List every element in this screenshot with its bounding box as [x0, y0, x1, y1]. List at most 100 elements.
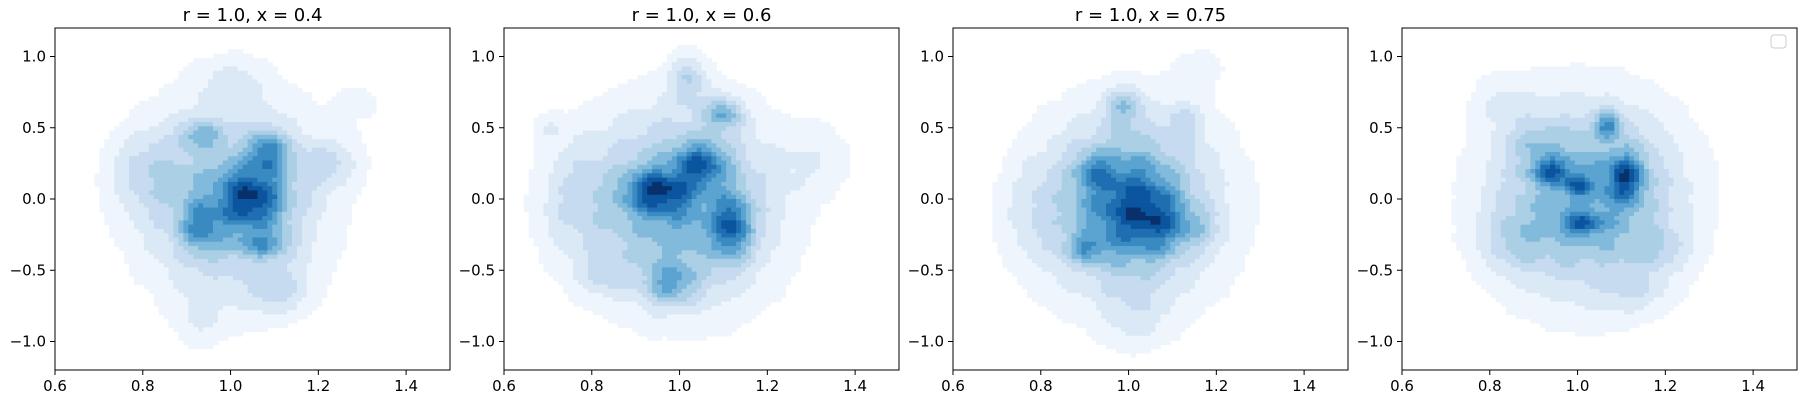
density-cell: [287, 118, 293, 123]
density-cell: [139, 143, 145, 148]
density-cell: [677, 126, 683, 131]
density-cell: [253, 182, 259, 187]
density-cell: [322, 242, 328, 247]
density-cell: [613, 178, 619, 183]
density-cell: [297, 169, 303, 174]
density-cell: [272, 216, 278, 221]
density-cell: [248, 302, 254, 307]
density-cell: [687, 71, 693, 76]
density-cell: [277, 135, 283, 140]
density-cell: [302, 135, 308, 140]
density-cell: [558, 131, 564, 136]
density-cell: [682, 165, 688, 170]
density-cell: [243, 109, 249, 114]
density-cell: [174, 139, 180, 144]
density-cell: [662, 139, 668, 144]
density-cell: [104, 216, 110, 221]
density-cell: [840, 165, 846, 170]
density-cell: [706, 199, 712, 204]
density-cell: [652, 237, 658, 242]
density-cell: [341, 216, 347, 221]
density-cell: [208, 122, 214, 127]
density-cell: [721, 118, 727, 123]
density-cell: [144, 208, 150, 213]
density-cell: [716, 203, 722, 208]
density-cell: [529, 169, 535, 174]
density-cell: [652, 135, 658, 140]
density-cell: [632, 237, 638, 242]
density-cell: [188, 280, 194, 285]
density-cell: [336, 242, 342, 247]
density-cell: [667, 135, 673, 140]
density-cell: [104, 190, 110, 195]
density-cell: [188, 319, 194, 324]
density-cell: [677, 225, 683, 230]
density-cell: [203, 92, 209, 97]
density-cell: [277, 186, 283, 191]
density-cell: [223, 92, 229, 97]
density-cell: [583, 148, 589, 153]
density-cell: [563, 169, 569, 174]
density-cell: [751, 148, 757, 153]
density-cell: [169, 88, 175, 93]
density-cell: [327, 152, 333, 157]
density-cell: [568, 139, 574, 144]
density-cell: [307, 255, 313, 260]
density-cell: [307, 190, 313, 195]
density-cell: [277, 199, 283, 204]
density-cell: [213, 220, 219, 225]
density-cell: [652, 161, 658, 166]
density-cell: [267, 122, 273, 127]
density-cell: [208, 79, 214, 84]
density-cell: [183, 220, 189, 225]
density-cell: [178, 237, 184, 242]
density-cell: [213, 285, 219, 290]
density-cell: [223, 220, 229, 225]
density-cell: [322, 161, 328, 166]
density-cell: [139, 255, 145, 260]
density-cell: [613, 199, 619, 204]
density-cell: [741, 190, 747, 195]
density-cell: [618, 195, 624, 200]
density-cell: [573, 199, 579, 204]
density-cell: [563, 143, 569, 148]
density-cell: [188, 101, 194, 106]
density-cell: [652, 118, 658, 123]
density-cell: [253, 148, 259, 153]
density-cell: [302, 237, 308, 242]
density-cell: [341, 118, 347, 123]
density-cell: [198, 79, 204, 84]
density-cell: [647, 225, 653, 230]
density-cell: [203, 263, 209, 268]
density-cell: [761, 122, 767, 127]
density-cell: [346, 152, 352, 157]
density-cell: [119, 220, 125, 225]
density-cell: [371, 101, 377, 106]
density-cell: [810, 212, 816, 217]
density-cell: [178, 212, 184, 217]
density-cell: [198, 306, 204, 311]
density-cell: [677, 229, 683, 234]
density-cell: [558, 190, 564, 195]
density-cell: [682, 114, 688, 119]
density-cell: [741, 148, 747, 153]
density-cell: [312, 126, 318, 131]
density-cell: [529, 212, 535, 217]
density-cell: [662, 96, 668, 101]
density-cell: [623, 212, 629, 217]
density-cell: [716, 71, 722, 76]
density-cell: [164, 139, 170, 144]
density-cell: [632, 92, 638, 97]
density-cell: [282, 250, 288, 255]
density-cell: [593, 220, 599, 225]
density-cell: [188, 178, 194, 183]
density-cell: [618, 208, 624, 213]
density-cell: [558, 216, 564, 221]
density-cell: [825, 126, 831, 131]
density-cell: [553, 199, 559, 204]
density-cell: [835, 182, 841, 187]
density-cell: [578, 199, 584, 204]
density-cell: [642, 203, 648, 208]
density-cell: [351, 88, 357, 93]
density-cell: [830, 156, 836, 161]
